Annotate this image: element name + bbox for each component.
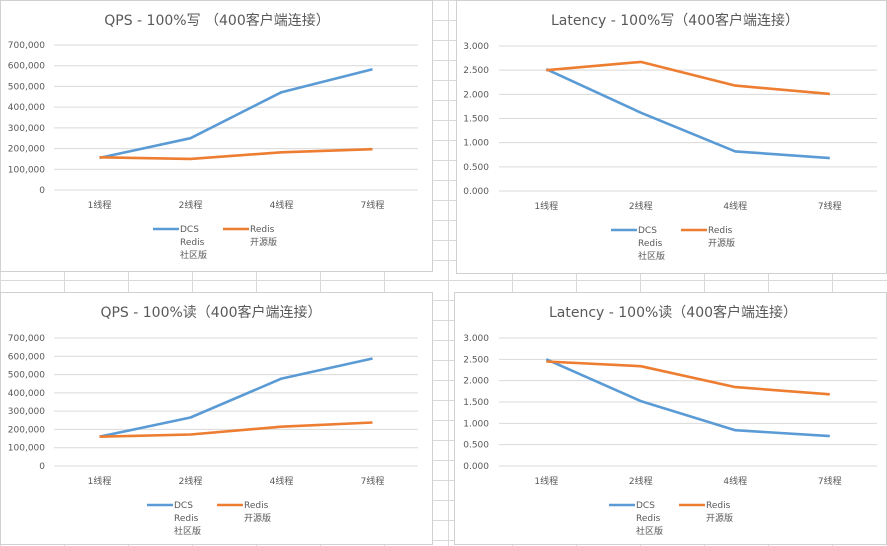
y-tick-label: 600,000 (8, 352, 45, 362)
x-tick-label: 4线程 (270, 199, 294, 211)
y-tick-label: 400,000 (8, 103, 45, 113)
y-tick-label: 0.500 (463, 163, 489, 173)
chart-title: QPS - 100%读（400客户端连接） (100, 304, 321, 321)
y-tick-label: 1.000 (463, 419, 489, 429)
x-tick-label: 4线程 (270, 475, 294, 487)
line-chart: Latency - 100%读（400客户端连接） 0.000 0.500 1.000… (455, 293, 887, 546)
y-tick-label: 500,000 (8, 371, 45, 381)
y-tick-label: 1.500 (463, 398, 489, 408)
x-tick-label: 2线程 (179, 199, 203, 211)
y-tick-label: 300,000 (8, 407, 45, 417)
legend-label: Redis (244, 501, 269, 511)
series-line-1 (100, 149, 373, 159)
y-tick-label: 3.000 (463, 334, 489, 344)
legend-label: Redis (706, 501, 731, 511)
y-tick-label: 2.000 (463, 90, 489, 100)
line-chart: QPS - 100%读（400客户端连接） 0 100,000 200,000 300,… (1, 293, 434, 546)
x-tick-label: 4线程 (723, 475, 747, 487)
y-tick-label: 2.500 (463, 355, 489, 365)
legend-label: DCS (180, 225, 199, 235)
legend-label: Redis (708, 226, 733, 236)
x-tick-label: 2线程 (629, 475, 653, 487)
legend-label: DCS (638, 226, 657, 236)
legend-label: DCS (636, 501, 655, 511)
y-tick-label: 200,000 (8, 145, 45, 155)
legend-label: Redis (174, 514, 199, 524)
x-tick-label: 2线程 (629, 200, 653, 212)
x-tick-label: 4线程 (723, 200, 747, 212)
y-tick-label: 1.000 (463, 139, 489, 149)
chart-panel[interactable]: QPS - 100%写 （400客户端连接） 0 100,000 200,000 300… (0, 0, 433, 272)
y-tick-label: 400,000 (8, 389, 45, 399)
legend-label: Redis (638, 239, 663, 249)
chart-title: Latency - 100%读（400客户端连接） (549, 304, 797, 321)
legend-label: Redis (636, 514, 661, 524)
y-tick-label: 0.000 (463, 187, 489, 197)
y-tick-label: 700,000 (8, 334, 45, 344)
legend-label: 社区版 (174, 525, 201, 537)
line-chart: QPS - 100%写 （400客户端连接） 0 100,000 200,000 300… (1, 1, 434, 273)
legend-label: 开源版 (244, 512, 271, 524)
x-tick-label: 1线程 (88, 475, 112, 487)
y-tick-label: 0 (39, 186, 45, 196)
line-chart: Latency - 100%写（400客户端连接） 0.000 0.500 1.000… (457, 1, 887, 275)
y-tick-label: 0 (39, 462, 45, 472)
legend-label: Redis (250, 225, 275, 235)
y-tick-label: 100,000 (8, 165, 45, 175)
legend-label: 开源版 (706, 512, 733, 524)
x-tick-label: 7线程 (361, 199, 385, 211)
legend-label: 开源版 (708, 237, 735, 249)
y-tick-label: 3.000 (463, 42, 489, 52)
y-tick-label: 0.000 (463, 462, 489, 472)
y-tick-label: 2.500 (463, 66, 489, 76)
legend-label: DCS (174, 501, 193, 511)
series-line-0 (100, 69, 373, 158)
y-tick-label: 200,000 (8, 425, 45, 435)
series-line-0 (546, 359, 830, 436)
y-tick-label: 700,000 (8, 41, 45, 51)
chart-title: QPS - 100%写 （400客户端连接） (104, 12, 330, 29)
x-tick-label: 7线程 (818, 475, 842, 487)
legend-label: 社区版 (636, 525, 663, 537)
x-tick-label: 7线程 (361, 475, 385, 487)
chart-panel[interactable]: QPS - 100%读（400客户端连接） 0 100,000 200,000 300,… (0, 292, 433, 545)
x-tick-label: 1线程 (534, 200, 558, 212)
chart-title: Latency - 100%写（400客户端连接） (551, 12, 799, 29)
chart-panel[interactable]: Latency - 100%写（400客户端连接） 0.000 0.500 1.000… (456, 0, 887, 274)
legend-label: 社区版 (180, 249, 207, 261)
y-tick-label: 500,000 (8, 82, 45, 92)
legend-label: 社区版 (638, 250, 665, 262)
legend-label: Redis (180, 238, 205, 248)
legend-label: 开源版 (250, 236, 277, 248)
x-tick-label: 1线程 (534, 475, 558, 487)
y-tick-label: 0.500 (463, 441, 489, 451)
x-tick-label: 7线程 (818, 200, 842, 212)
y-tick-label: 600,000 (8, 62, 45, 72)
y-tick-label: 300,000 (8, 124, 45, 134)
x-tick-label: 1线程 (88, 199, 112, 211)
series-line-0 (546, 69, 830, 158)
y-tick-label: 100,000 (8, 444, 45, 454)
y-tick-label: 1.500 (463, 115, 489, 125)
chart-panel[interactable]: Latency - 100%读（400客户端连接） 0.000 0.500 1.000… (454, 292, 887, 545)
y-tick-label: 2.000 (463, 377, 489, 387)
x-tick-label: 2线程 (179, 475, 203, 487)
